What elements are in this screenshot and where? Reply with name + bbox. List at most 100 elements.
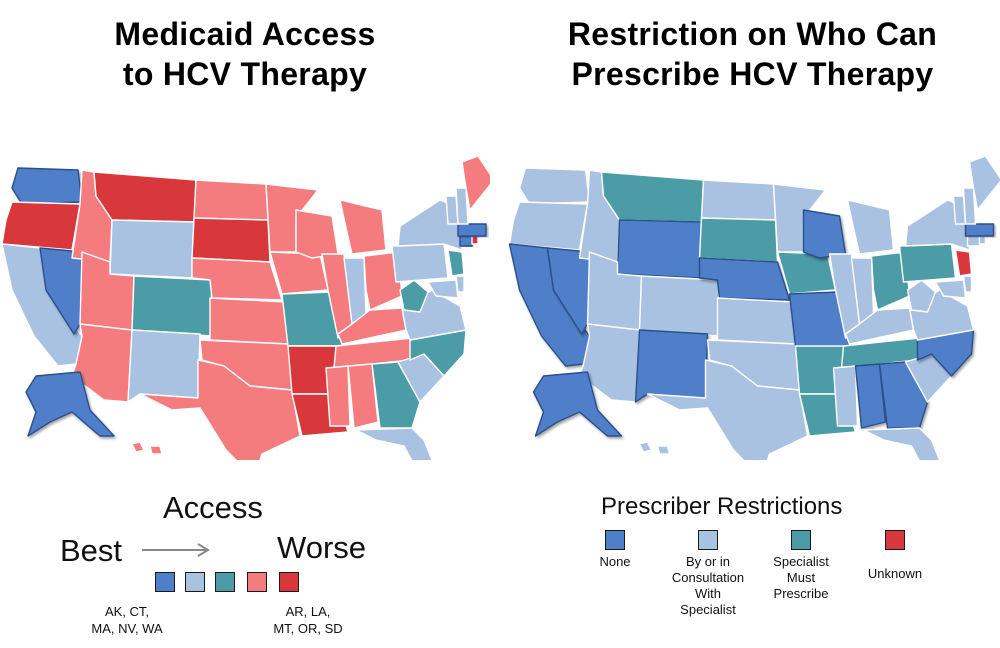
state-wy (616, 219, 703, 279)
state-tx (139, 359, 301, 460)
restriction-legend-item-1: None (565, 530, 665, 570)
state-wy (109, 219, 195, 279)
state-nh (962, 187, 977, 225)
state-ms (325, 365, 351, 427)
state-pa (898, 243, 957, 283)
access-legend-swatch-1 (155, 572, 175, 592)
left-title-line-1: Medicaid Access (114, 16, 376, 52)
state-ga (878, 361, 929, 429)
state-wa (11, 167, 83, 205)
best-states-line-2: MA, NV, WA (91, 621, 163, 636)
state-mt (600, 171, 705, 223)
state-nj (954, 249, 973, 277)
state-ga (371, 361, 421, 429)
state-nj (447, 249, 465, 277)
restriction-legend-item-3: Specialist Must Prescribe (751, 530, 851, 602)
state-ri (978, 235, 987, 245)
state-tx (646, 359, 809, 460)
state-sd (698, 217, 779, 263)
state-wv (906, 279, 937, 313)
state-ak (25, 371, 115, 437)
restriction-legend-text: Unknown (867, 566, 923, 581)
state-ma (457, 223, 487, 237)
restriction-legend-text: Specialist (680, 602, 736, 617)
state-md (427, 279, 459, 299)
worst-states-line-1: AR, LA, (285, 604, 331, 619)
state-ma (964, 223, 995, 237)
restriction-legend-text: Specialist (773, 554, 829, 569)
restriction-legend-item-2: By or in Consultation With Specialist (658, 530, 758, 618)
restriction-legend-text: Prescribe (773, 586, 829, 601)
worst-states-line-2: MT, OR, SD (273, 621, 343, 636)
state-mt (93, 171, 197, 223)
restriction-legend-swatch-4 (885, 530, 905, 550)
restriction-legend-text: Must (786, 570, 816, 585)
state-mi (846, 199, 895, 255)
state-or (508, 201, 589, 251)
restriction-legend-heading: Prescriber Restrictions (601, 493, 843, 520)
state-nd (193, 179, 269, 221)
state-fl (862, 427, 941, 460)
legend-best-label: Best (60, 533, 123, 568)
restriction-legend-text: With (695, 586, 721, 601)
state-ny (397, 199, 463, 251)
state-ks (716, 297, 797, 345)
state-ak (532, 371, 623, 437)
restriction-legend-text: None (599, 554, 631, 569)
state-ri (471, 235, 479, 245)
state-me (968, 155, 1000, 211)
state-co (638, 275, 721, 337)
legend-arrow-icon (142, 543, 210, 557)
prescriber-restriction-map (508, 155, 1000, 460)
medicaid-access-panel: Medicaid Access to HCV Therapy Access Be… (0, 0, 490, 648)
state-nh (455, 187, 469, 225)
state-de (962, 275, 973, 293)
legend-access-heading: Access (163, 490, 263, 525)
state-hi (638, 441, 671, 455)
best-states-list: AK, CT, MA, NV, WA (82, 603, 172, 637)
state-ct (459, 235, 473, 247)
right-title-line-2: Prescribe HCV Therapy (571, 56, 934, 92)
right-map-title: Restriction on Who Can Prescribe HCV The… (505, 14, 1000, 94)
restriction-legend-item-4: Unknown (845, 530, 945, 582)
restriction-legend-text: Consultation (671, 570, 745, 585)
state-wa (518, 167, 591, 205)
state-sd (191, 217, 271, 263)
prescriber-restriction-panel: Restriction on Who Can Prescribe HCV The… (505, 0, 1000, 648)
state-ms (832, 365, 859, 427)
access-legend-swatch-5 (279, 572, 299, 592)
state-wi (295, 209, 339, 259)
legend-worse-label: Worse (277, 530, 367, 565)
state-ny (904, 199, 971, 251)
state-wv (399, 279, 429, 313)
state-al (854, 363, 887, 429)
state-nm (634, 329, 709, 403)
state-ks (209, 297, 289, 345)
access-legend-swatch-4 (247, 572, 267, 592)
restriction-legend-text: By or in (685, 554, 731, 569)
state-md (934, 279, 967, 299)
state-al (347, 363, 379, 429)
state-pa (391, 243, 449, 283)
medicaid-access-map (1, 155, 490, 460)
state-ct (966, 235, 981, 247)
state-or (1, 201, 81, 251)
state-fl (355, 427, 433, 460)
state-co (131, 275, 213, 337)
state-hi (131, 441, 163, 455)
state-me (461, 155, 490, 211)
state-de (455, 275, 465, 293)
restriction-legend-swatch-3 (791, 530, 811, 550)
worst-states-list: AR, LA, MT, OR, SD (258, 603, 358, 637)
state-wi (802, 209, 847, 259)
access-legend-swatch-3 (215, 572, 235, 592)
state-mi (339, 199, 387, 255)
state-nm (127, 329, 201, 403)
left-title-line-2: to HCV Therapy (122, 56, 368, 92)
restriction-legend-swatch-1 (605, 530, 625, 550)
left-map-title: Medicaid Access to HCV Therapy (0, 14, 490, 94)
restriction-legend-swatch-2 (698, 530, 718, 550)
state-nd (700, 179, 777, 221)
right-title-line-1: Restriction on Who Can (567, 16, 938, 52)
best-states-line-1: AK, CT, (104, 604, 150, 619)
